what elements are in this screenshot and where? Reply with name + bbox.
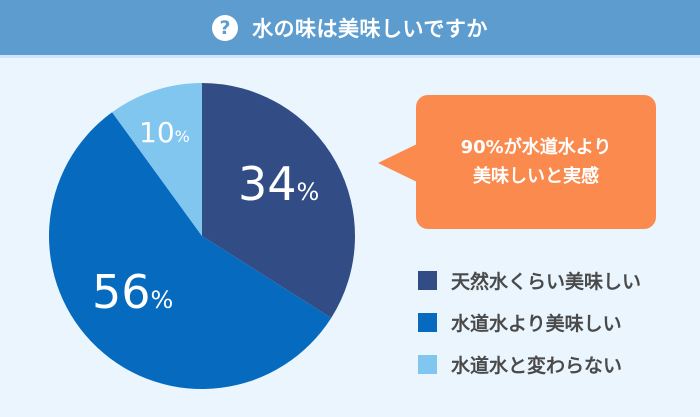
chart-header: ? 水の味は美味しいですか <box>0 0 700 55</box>
callout-tail <box>378 144 417 182</box>
legend-item: 水道水と変わらない <box>418 343 641 385</box>
legend: 天然水くらい美味しい 水道水より美味しい 水道水と変わらない <box>418 259 641 385</box>
legend-item: 水道水より美味しい <box>418 301 641 343</box>
slice-label-34: 34% <box>238 157 319 211</box>
header-divider <box>0 55 700 58</box>
pie-slice <box>202 83 355 318</box>
pie-slice <box>112 83 202 236</box>
chart-title: 水の味は美味しいですか <box>252 16 488 41</box>
callout-line-1: 90%が水道水より <box>460 137 612 158</box>
legend-label: 天然水くらい美味しい <box>451 270 642 293</box>
slice-label-56: 56% <box>92 265 173 319</box>
legend-swatch <box>418 270 437 290</box>
pie-slice <box>49 112 332 389</box>
callout-line-2: 美味しいと実感 <box>473 166 599 187</box>
callout-box: 90%が水道水より 美味しいと実感 <box>416 95 656 229</box>
legend-label: 水道水と変わらない <box>451 354 623 377</box>
slice-label-10: 10% <box>139 116 190 149</box>
legend-swatch <box>418 354 437 374</box>
legend-item: 天然水くらい美味しい <box>418 259 641 301</box>
legend-swatch <box>418 312 437 332</box>
question-circle-icon: ? <box>212 14 239 41</box>
legend-label: 水道水より美味しい <box>451 312 622 335</box>
